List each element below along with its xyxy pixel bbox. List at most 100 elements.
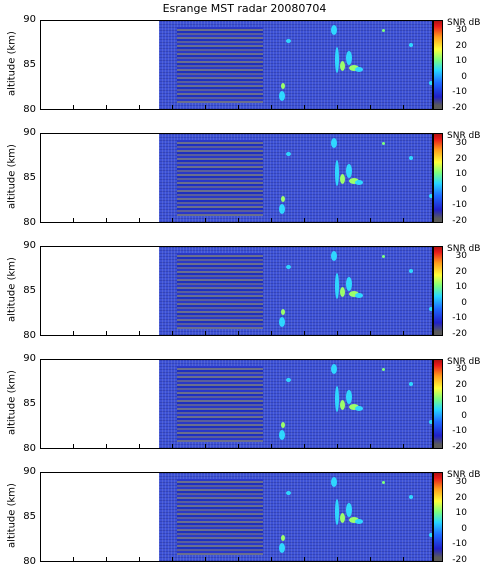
colorbar-tick-label: -20	[452, 215, 467, 226]
x-tick	[271, 444, 272, 449]
colorbar-tick-label: 30	[455, 251, 467, 261]
radar-echo	[349, 517, 359, 523]
colorbar-tick-label: 30	[455, 25, 467, 35]
radar-echo	[331, 477, 337, 487]
radar-echo	[279, 204, 285, 214]
y-tick-label: 90	[23, 14, 36, 25]
radar-echo	[286, 152, 291, 156]
radar-echo	[382, 142, 385, 145]
y-tick-label: 85	[23, 59, 36, 70]
colorbar-tick-label: 0	[461, 523, 467, 534]
x-tick	[205, 218, 206, 223]
y-tick-label: 80	[23, 217, 36, 228]
x-tick	[370, 444, 371, 449]
x-tick	[238, 444, 239, 449]
radar-panel: altitude (km) 90 85 80 SNR dB 30 20 10 0 -10 -20	[0, 241, 489, 356]
radar-echo	[340, 174, 345, 184]
colorbar-label: SNR dB	[447, 244, 481, 254]
x-tick	[73, 444, 74, 449]
colorbar-tick-label: -10	[452, 200, 467, 210]
colorbar-tick-label: 10	[455, 169, 467, 179]
y-axis-label: altitude (km)	[6, 144, 18, 209]
y-tick-label: 85	[23, 172, 36, 183]
x-tick	[370, 331, 371, 336]
plot-area	[40, 133, 433, 223]
x-tick	[304, 444, 305, 449]
x-tick	[337, 444, 338, 449]
x-tick	[370, 105, 371, 110]
radar-echo	[355, 519, 363, 524]
colorbar-tick-label: 20	[455, 153, 467, 164]
x-tick	[271, 557, 272, 562]
colorbar-tick-label: 20	[455, 492, 467, 503]
radar-echo	[279, 430, 285, 440]
x-tick	[304, 331, 305, 336]
colorbar-tick-label: 30	[455, 477, 467, 487]
snr-heatmap	[159, 247, 432, 335]
y-tick-label: 80	[23, 443, 36, 454]
radar-echo	[335, 499, 339, 525]
radar-echo	[281, 309, 285, 315]
snr-heatmap	[159, 473, 432, 561]
x-tick	[139, 105, 140, 110]
colorbar-tick-label: -10	[452, 313, 467, 323]
x-tick	[271, 105, 272, 110]
colorbar-tick-label: -20	[452, 102, 467, 113]
colorbar	[433, 133, 443, 223]
y-tick-label: 85	[23, 285, 36, 296]
x-tick	[271, 331, 272, 336]
radar-echo	[382, 481, 385, 484]
colorbar-tick-label: 0	[461, 297, 467, 308]
x-tick	[337, 557, 338, 562]
y-axis-label: altitude (km)	[6, 483, 18, 548]
x-tick	[403, 331, 404, 336]
colorbar-tick-label: -20	[452, 441, 467, 452]
x-tick	[172, 557, 173, 562]
radar-echo	[429, 194, 432, 198]
radar-echo	[279, 317, 285, 327]
no-data-region	[41, 134, 159, 222]
radar-echo	[355, 180, 363, 185]
radar-echo	[355, 67, 363, 72]
y-tick-label: 90	[23, 127, 36, 138]
x-tick	[40, 218, 41, 223]
x-tick	[172, 331, 173, 336]
x-tick	[40, 557, 41, 562]
x-tick	[205, 331, 206, 336]
radar-echo	[340, 61, 345, 71]
radar-echo	[429, 307, 432, 311]
x-tick	[106, 444, 107, 449]
colorbar-tick-label: 10	[455, 395, 467, 405]
y-axis-label: altitude (km)	[6, 257, 18, 322]
radar-echo	[279, 543, 285, 553]
y-tick-label: 80	[23, 330, 36, 341]
radar-echo	[331, 25, 337, 35]
y-tick-label: 80	[23, 104, 36, 115]
colorbar-tick-label: 10	[455, 56, 467, 66]
radar-echo	[429, 420, 432, 424]
x-tick	[304, 557, 305, 562]
colorbar	[433, 359, 443, 449]
radar-panel: altitude (km) 90 85 80 SNR dB 30 20 10 0 -10 -20	[0, 128, 489, 243]
x-tick	[106, 218, 107, 223]
x-tick	[172, 105, 173, 110]
radar-echo	[335, 386, 339, 412]
x-tick	[238, 331, 239, 336]
radar-echo	[346, 503, 352, 517]
snr-heatmap	[159, 21, 432, 109]
radar-echo	[409, 495, 413, 499]
colorbar	[433, 246, 443, 336]
x-tick	[205, 444, 206, 449]
radar-echo	[409, 382, 413, 386]
x-tick	[106, 557, 107, 562]
colorbar-label: SNR dB	[447, 18, 481, 28]
plot-area	[40, 20, 433, 110]
x-tick	[403, 557, 404, 562]
colorbar-tick-label: -10	[452, 539, 467, 549]
x-tick	[40, 444, 41, 449]
x-tick	[73, 331, 74, 336]
x-tick	[106, 105, 107, 110]
radar-echo	[340, 287, 345, 297]
radar-echo	[335, 160, 339, 186]
colorbar-tick-label: 0	[461, 71, 467, 82]
